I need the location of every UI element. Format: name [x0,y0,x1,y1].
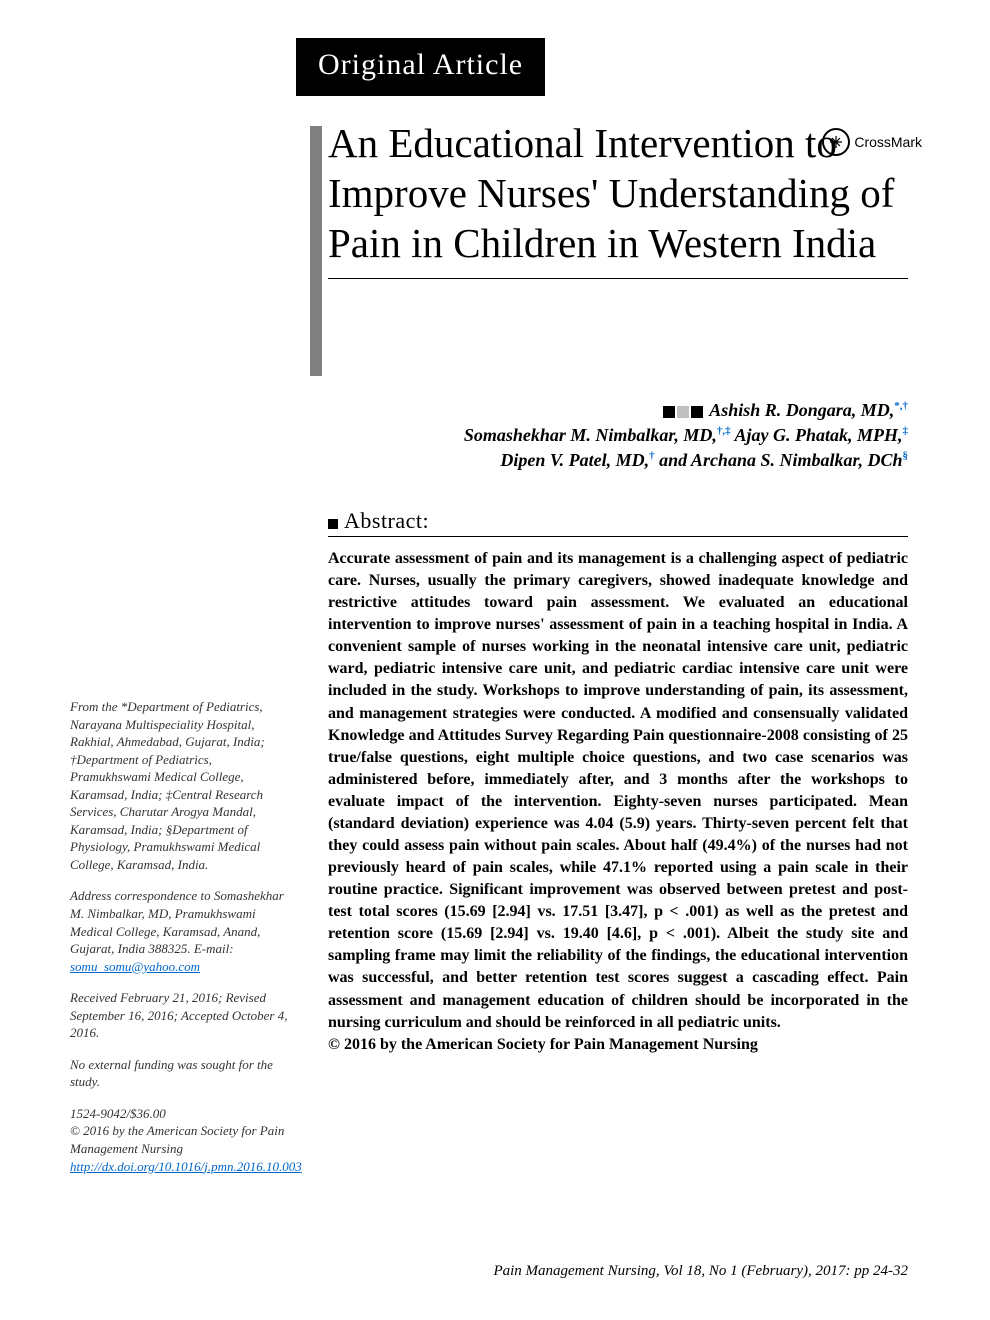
correspondence: Address correspondence to Somashekhar M.… [70,887,288,975]
abstract-heading: Abstract: [328,508,908,537]
author-affil-sup: § [903,450,909,462]
author-affil-sup: ‡ [903,425,909,437]
author-affil-sup: † [649,450,655,462]
abstract-body: Accurate assessment of pain and its mana… [328,548,908,1056]
publication-info: 1524-9042/$36.00 © 2016 by the American … [70,1105,288,1175]
correspondence-text: Address correspondence to Somashekhar M.… [70,888,284,956]
title-rule [328,278,908,279]
author-marker-icon [663,406,675,418]
title-block: An Educational Intervention to Improve N… [328,118,908,279]
article-type-badge: Original Article [296,38,545,96]
journal-name: Pain Management Nursing, [493,1263,659,1279]
sidebar-metadata: From the *Department of Pediatrics, Nara… [70,698,288,1189]
article-dates: Received February 21, 2016; Revised Sept… [70,989,288,1042]
abstract-copyright: © 2016 by the American Society for Pain … [328,1036,758,1053]
author-name: and Archana S. Nimbalkar, DCh [659,450,902,470]
author-name: Ashish R. Dongara, MD, [709,400,894,420]
abstract-text: Accurate assessment of pain and its mana… [328,550,908,1031]
page-footer: Pain Management Nursing, Vol 18, No 1 (F… [328,1263,908,1280]
funding-statement: No external funding was sought for the s… [70,1056,288,1091]
correspondence-email-link[interactable]: somu_somu@yahoo.com [70,959,200,974]
citation-info: Vol 18, No 1 (February), 2017: pp 24-32 [660,1263,908,1279]
author-affil-sup: *,† [894,400,908,412]
author-marker-icon [691,406,703,418]
author-name: Dipen V. Patel, MD, [500,450,649,470]
doi-link[interactable]: http://dx.doi.org/10.1016/j.pmn.2016.10.… [70,1159,302,1174]
author-name: Somashekhar M. Nimbalkar, MD, [464,425,717,445]
abstract-label: Abstract: [344,508,429,533]
affiliations: From the *Department of Pediatrics, Nara… [70,698,288,873]
author-affil-sup: †,‡ [717,425,731,437]
author-marker-icon [677,406,689,418]
author-name: Ajay G. Phatak, MPH, [734,425,902,445]
article-title: An Educational Intervention to Improve N… [328,118,908,268]
title-accent-bar [310,126,322,376]
square-bullet-icon [328,519,338,529]
issn-price: 1524-9042/$36.00 [70,1106,166,1121]
authors-block: Ashish R. Dongara, MD,*,† Somashekhar M.… [328,398,908,474]
publisher-copyright: © 2016 by the American Society for Pain … [70,1123,284,1156]
